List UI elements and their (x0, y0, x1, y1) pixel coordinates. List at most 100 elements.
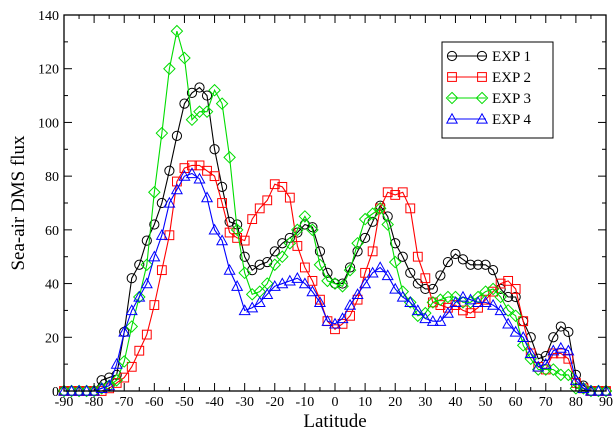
series-4-point (328, 317, 342, 329)
series-1-point (360, 232, 371, 244)
series-3-point (381, 218, 395, 231)
series-3-point (351, 236, 364, 250)
series-4-point (471, 296, 485, 308)
series-3-point (208, 83, 221, 97)
series-3-point (524, 352, 538, 366)
legend-marker (477, 72, 487, 82)
series-1-point (442, 256, 454, 268)
series-3-point (298, 210, 312, 223)
series-1-point (405, 267, 416, 278)
x-tick-label: -40 (205, 395, 224, 410)
series-4-point (374, 261, 387, 273)
series-2-point (209, 171, 220, 182)
series-3-point (577, 382, 590, 395)
series-4-point (246, 301, 259, 313)
series-4-line (64, 172, 606, 392)
series-4-point (133, 290, 146, 302)
series-4-point (208, 223, 221, 235)
series-2-point (202, 165, 212, 176)
series-2-point (254, 203, 265, 214)
series-4-point (298, 277, 311, 289)
series-3-point (215, 97, 229, 110)
series-2-point (134, 345, 145, 356)
legend-marker (476, 50, 488, 62)
series-4-point (351, 288, 364, 299)
series-3-point (321, 274, 334, 288)
series-3-point (268, 258, 282, 272)
series-3-point (238, 266, 251, 280)
legend-label: EXP 1 (492, 49, 531, 65)
series-3-point (132, 290, 146, 304)
series-2-point (156, 265, 167, 276)
series-3-point (388, 255, 402, 269)
series-3-point (163, 62, 176, 76)
series-1-point (292, 227, 303, 238)
series-3-line (64, 30, 606, 392)
y-tick-label: 140 (38, 9, 59, 24)
series-2-point (555, 348, 566, 359)
series-4-point (170, 183, 183, 195)
series-3-point (546, 363, 560, 376)
series-4-point (509, 325, 522, 337)
series-2-point (330, 324, 340, 335)
x-tick-label: 40 (448, 395, 462, 410)
series-3-point (426, 296, 440, 309)
x-tick-label: 0 (332, 395, 339, 410)
series-3-point (178, 51, 191, 65)
series-4-point (148, 250, 161, 262)
series-3-point (516, 339, 530, 352)
series-1-point (314, 246, 326, 257)
series-2-point (262, 195, 273, 206)
series-3-point (110, 373, 124, 387)
series-1-point (555, 321, 566, 332)
series-2-point (503, 275, 514, 286)
series-4-point (185, 167, 199, 179)
series-1-point (563, 326, 574, 338)
x-tick-label: -30 (235, 395, 254, 410)
series-4 (57, 167, 613, 396)
x-tick-label: -10 (296, 395, 315, 410)
series-1-point (239, 251, 250, 262)
series-2-point (141, 329, 152, 340)
ticks-layer: -90 -80 -70 -60 -50 -40 -30 -20 -10 0 10 20 30 40 50 60… (38, 9, 613, 410)
series-4-point (404, 296, 417, 308)
series-1-point (420, 283, 431, 295)
series-1-point (322, 267, 333, 278)
series-layer (57, 24, 613, 398)
y-tick-label: 0 (52, 385, 59, 400)
legend-marker (445, 112, 459, 124)
x-tick-label: -50 (175, 395, 194, 410)
series-2-point (495, 278, 506, 289)
series-2-point (345, 310, 355, 321)
series-4-point (118, 325, 131, 337)
series-1-point (465, 259, 476, 270)
legend-marker (446, 50, 458, 62)
series-1-point (480, 259, 491, 270)
series-3-point (403, 296, 417, 309)
legend-label: EXP 4 (492, 112, 532, 128)
x-tick-label: 30 (418, 395, 432, 410)
series-4-point (283, 274, 296, 286)
series-2-point (420, 273, 431, 284)
series-3-point (599, 384, 613, 398)
series-4-point (464, 293, 477, 305)
series-4-point (562, 344, 575, 356)
series-4-point (313, 296, 326, 308)
series-3-point (283, 236, 297, 250)
series-1-point (254, 259, 265, 270)
series-4-point (163, 196, 176, 208)
series-2-point (315, 294, 325, 305)
series-4-point (155, 228, 168, 240)
series-3-point (275, 250, 289, 264)
y-tick-label: 40 (45, 278, 59, 293)
x-tick-label: 60 (509, 395, 523, 410)
series-4-point (456, 290, 470, 302)
series-1-point (171, 130, 183, 141)
series-3-point (117, 355, 131, 368)
series-2-point (382, 187, 393, 198)
series-3-point (501, 304, 515, 317)
series-2-line (64, 164, 606, 392)
series-2-point (458, 305, 468, 316)
y-tick-label: 120 (38, 63, 59, 78)
series-3-point (155, 126, 169, 140)
